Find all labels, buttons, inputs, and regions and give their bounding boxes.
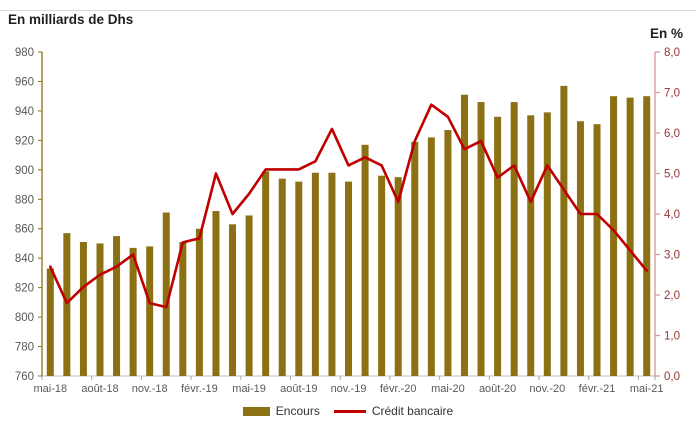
encours-bar <box>610 96 618 376</box>
encours-bar <box>278 178 286 376</box>
encours-bar <box>229 224 237 376</box>
encours-bar <box>96 243 104 376</box>
encours-bar <box>262 171 270 376</box>
encours-swatch-icon <box>242 406 270 416</box>
encours-bar <box>113 236 121 376</box>
x-axis-category-label: févr.-19 <box>181 383 218 395</box>
encours-bar <box>162 212 170 376</box>
x-axis-category-label: nov.-18 <box>132 383 168 395</box>
right-axis-tick-label: 4,0 <box>664 209 680 221</box>
left-axis-tick-label: 980 <box>15 47 34 59</box>
x-axis-category-label: mai-19 <box>232 383 266 395</box>
legend-item-encours: Encours <box>242 404 320 418</box>
encours-bar <box>477 102 485 376</box>
encours-bar <box>427 137 435 376</box>
x-axis-category-label: août-19 <box>280 383 317 395</box>
credit-bancaire-swatch-icon <box>333 409 366 413</box>
encours-bar <box>510 102 518 376</box>
encours-bar <box>593 124 601 376</box>
encours-bar <box>626 97 634 377</box>
encours-bar <box>460 94 468 376</box>
encours-bar <box>345 181 352 376</box>
left-axis-tick-label: 760 <box>15 371 34 383</box>
encours-bar <box>560 85 568 376</box>
encours-bar <box>195 228 203 376</box>
x-axis-category-label: août-18 <box>81 383 118 395</box>
encours-bar <box>179 241 187 376</box>
x-axis-category-label: nov.-20 <box>529 383 565 395</box>
x-axis-category-label: août-20 <box>479 383 516 395</box>
encours-bar <box>245 215 253 376</box>
legend-item-credit-bancaire: Crédit bancaire <box>333 404 454 418</box>
right-axis-tick-label: 7,0 <box>664 88 680 100</box>
encours-bar <box>79 241 87 376</box>
left-axis-tick-label: 880 <box>15 194 34 206</box>
top-divider <box>0 10 696 11</box>
x-axis-category-label: mai-18 <box>33 383 67 395</box>
left-axis-tick-label: 800 <box>15 312 34 324</box>
encours-bar <box>328 172 336 376</box>
left-axis-tick-label: 860 <box>15 224 34 236</box>
right-axis-tick-label: 2,0 <box>664 290 680 302</box>
encours-bar <box>311 172 319 376</box>
encours-bar <box>378 175 386 376</box>
credit-bancaire-line <box>48 103 649 309</box>
credit-bancaire-legend-label: Crédit bancaire <box>371 404 454 418</box>
encours-bar <box>212 211 220 376</box>
left-axis-tick-label: 940 <box>15 106 34 118</box>
encours-bar <box>543 112 551 376</box>
encours-bar <box>444 130 452 376</box>
right-axis-tick-label: 8,0 <box>664 47 680 59</box>
encours-legend-label: Encours <box>275 404 320 418</box>
left-axis-tick-label: 960 <box>15 76 34 88</box>
left-axis-tick-label: 840 <box>15 253 34 265</box>
encours-bar <box>46 268 54 376</box>
encours-bar <box>394 177 402 376</box>
encours-bar <box>295 181 303 376</box>
encours-bar <box>361 144 369 376</box>
right-axis-tick-label: 5,0 <box>664 169 680 181</box>
encours-bar <box>146 246 154 376</box>
right-axis-tick-label: 1,0 <box>664 331 680 343</box>
encours-bar <box>411 141 419 376</box>
x-axis-category-label: févr.-20 <box>380 383 417 395</box>
encours-bar <box>494 116 502 377</box>
left-axis-title: En milliards de Dhs <box>8 12 134 27</box>
encours-bar <box>63 233 71 376</box>
left-axis-tick-label: 900 <box>15 165 34 177</box>
x-axis-category-label: mai-20 <box>431 383 465 395</box>
encours-bar <box>527 115 535 376</box>
x-axis-category-label: mai-21 <box>630 383 664 395</box>
x-axis-category-label: nov.-19 <box>331 383 367 395</box>
legend: Encours Crédit bancaire <box>0 399 696 423</box>
encours-bar <box>129 247 137 376</box>
x-axis-category-label: févr.-21 <box>579 383 616 395</box>
left-axis-tick-label: 780 <box>15 342 34 354</box>
right-axis-tick-label: 3,0 <box>664 250 680 262</box>
left-axis-tick-label: 920 <box>15 135 34 147</box>
left-axis-tick-label: 820 <box>15 283 34 295</box>
right-axis-tick-label: 6,0 <box>664 128 680 140</box>
right-axis-tick-label: 0,0 <box>664 371 680 383</box>
encours-bar <box>643 96 651 376</box>
right-axis-title: En % <box>649 26 683 41</box>
encours-bar <box>576 121 584 376</box>
